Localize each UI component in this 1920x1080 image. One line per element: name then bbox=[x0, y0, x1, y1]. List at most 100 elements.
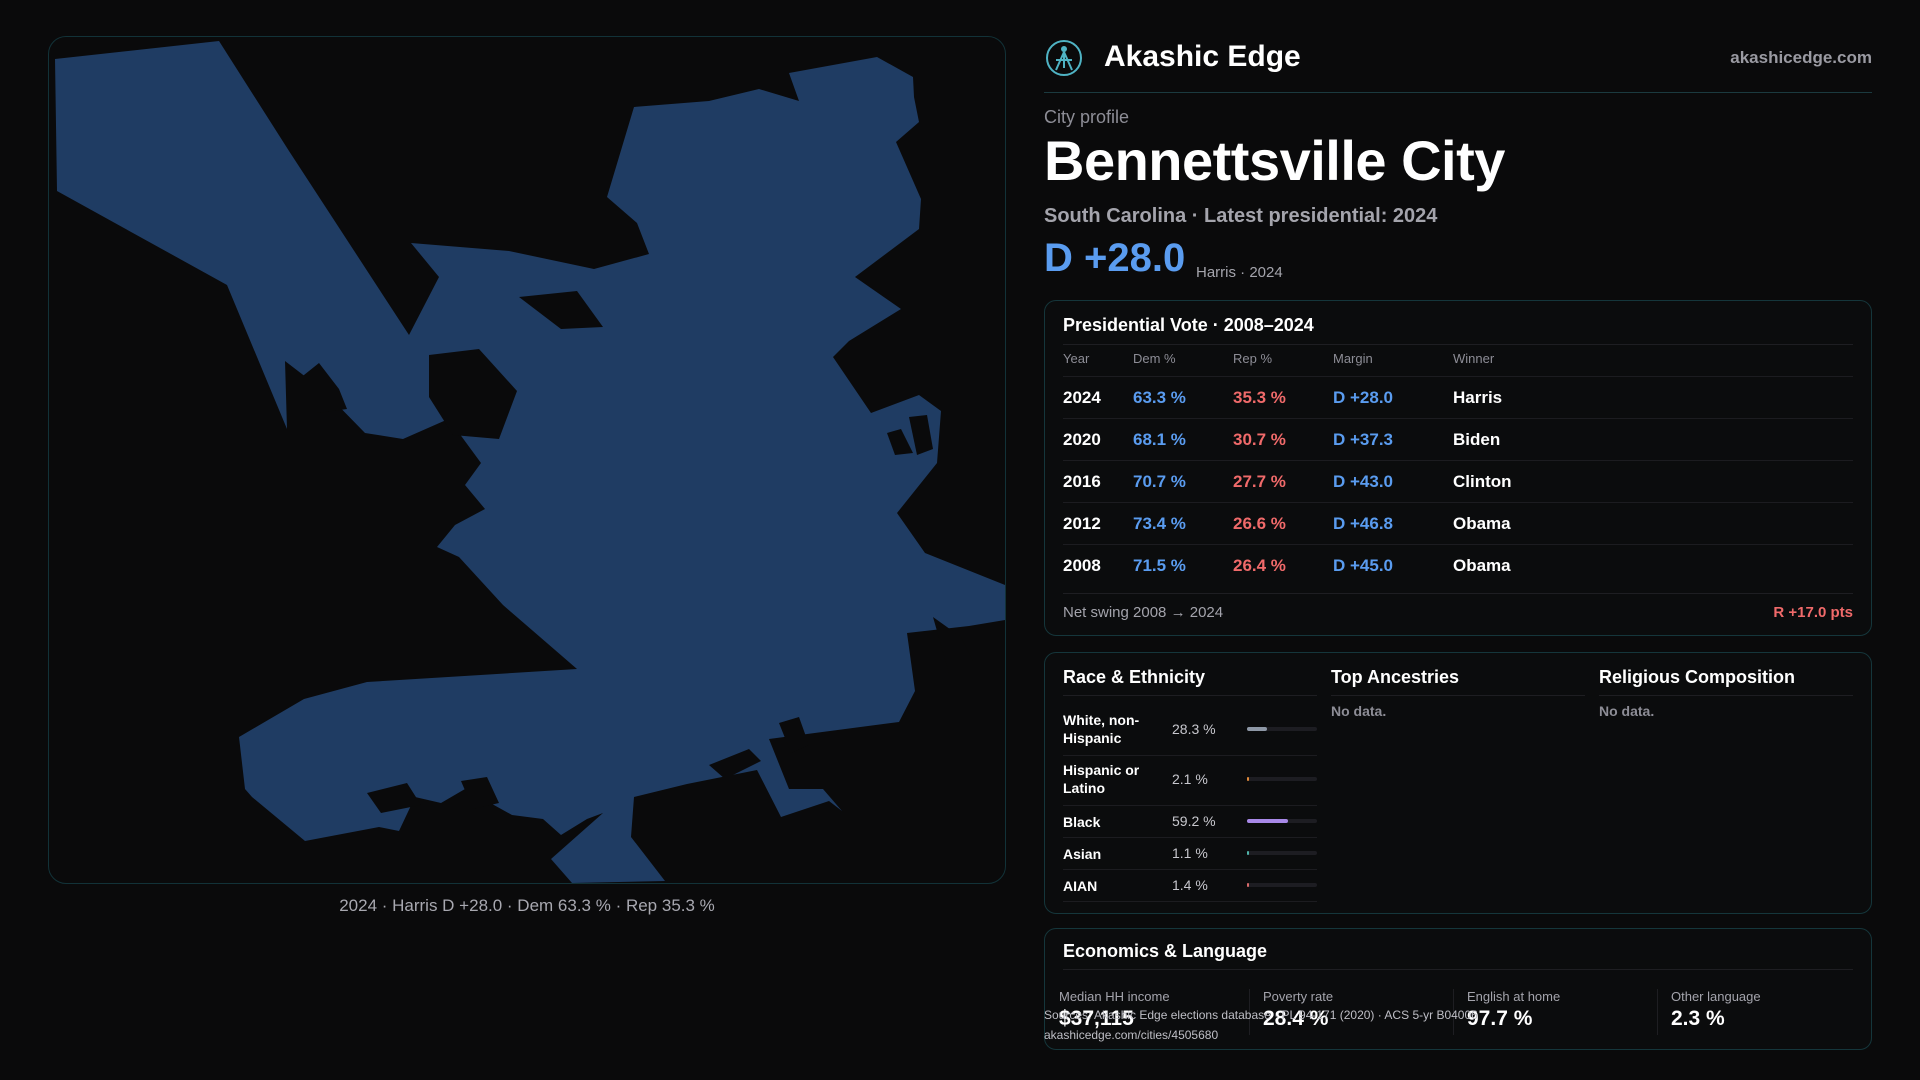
year-cell: 2008 bbox=[1063, 556, 1101, 575]
col-year-header: Year bbox=[1063, 351, 1090, 366]
table-row: 2016 70.7 % 27.7 % D +43.0 Clinton bbox=[1063, 460, 1853, 503]
akashic-logo-icon bbox=[1046, 40, 1082, 76]
race-title: Race & Ethnicity bbox=[1063, 667, 1206, 687]
stat-value: 2.3 % bbox=[1671, 1007, 1725, 1030]
map-caption: 2024 · Harris D +28.0 · Dem 63.3 % · Rep… bbox=[339, 896, 715, 915]
rep-cell: 27.7 % bbox=[1233, 472, 1286, 491]
header: Akashic Edge akashicedge.com bbox=[1044, 38, 1872, 93]
ancestries-empty: No data. bbox=[1331, 703, 1387, 719]
winner-cell: Harris bbox=[1453, 388, 1503, 407]
stat-value: 28.4 % bbox=[1263, 1007, 1329, 1030]
list-item: Asian 1.1 % bbox=[1063, 839, 1317, 870]
margin-cell: D +37.3 bbox=[1333, 430, 1394, 449]
profile-panel: Akashic Edge akashicedge.com City profil… bbox=[1044, 0, 1872, 1080]
ancestries-title: Top Ancestries bbox=[1331, 667, 1460, 687]
map-hole bbox=[299, 363, 347, 413]
religion-empty: No data. bbox=[1599, 703, 1655, 719]
city-boundary-shape[interactable] bbox=[55, 41, 1006, 883]
race-bar-fill bbox=[1247, 851, 1249, 855]
race-bar-fill bbox=[1247, 727, 1267, 731]
source-url[interactable]: akashicedge.com/cities/4505680 bbox=[1044, 1028, 1219, 1042]
rep-cell: 26.6 % bbox=[1233, 514, 1286, 533]
dem-cell: 73.4 % bbox=[1133, 514, 1186, 533]
race-bar-track bbox=[1247, 883, 1317, 887]
stat-label: English at home bbox=[1467, 989, 1561, 1004]
rep-cell: 35.3 % bbox=[1233, 388, 1286, 407]
race-name: Hispanic or Latino bbox=[1063, 762, 1140, 796]
year-cell: 2016 bbox=[1063, 472, 1101, 491]
map-hole bbox=[887, 429, 913, 455]
list-item: White, non-Hispanic 28.3 % bbox=[1063, 707, 1317, 756]
race-bar-track bbox=[1247, 819, 1317, 823]
dem-cell: 63.3 % bbox=[1133, 388, 1186, 407]
site-link[interactable]: akashicedge.com bbox=[1730, 48, 1872, 67]
margin-cell: D +46.8 bbox=[1333, 514, 1394, 533]
rep-cell: 26.4 % bbox=[1233, 556, 1286, 575]
map-hole bbox=[461, 777, 499, 809]
year-cell: 2012 bbox=[1063, 514, 1101, 533]
dem-cell: 71.5 % bbox=[1133, 556, 1186, 575]
profile-subtitle: South Carolina · Latest presidential: 20… bbox=[1044, 205, 1438, 227]
city-map-panel[interactable] bbox=[48, 36, 1006, 884]
race-name: White, non-Hispanic bbox=[1063, 712, 1140, 746]
margin-cell: D +45.0 bbox=[1333, 556, 1394, 575]
stat-label: Other language bbox=[1671, 989, 1761, 1004]
dem-cell: 68.1 % bbox=[1133, 430, 1186, 449]
race-bar-track bbox=[1247, 777, 1317, 781]
list-item: Black 59.2 % bbox=[1063, 807, 1317, 838]
race-name: Asian bbox=[1063, 846, 1102, 862]
race-name: AIAN bbox=[1063, 878, 1098, 894]
rep-cell: 30.7 % bbox=[1233, 430, 1286, 449]
map-hole bbox=[429, 349, 517, 439]
margin-cell: D +28.0 bbox=[1333, 388, 1394, 407]
winner-cell: Obama bbox=[1453, 514, 1511, 533]
list-item: AIAN 1.4 % bbox=[1063, 871, 1317, 902]
race-pct: 1.4 % bbox=[1172, 877, 1208, 893]
race-name: Black bbox=[1063, 814, 1101, 830]
vote-card-title: Presidential Vote · 2008–2024 bbox=[1063, 315, 1314, 335]
stat-label: Poverty rate bbox=[1263, 989, 1334, 1004]
winner-cell: Clinton bbox=[1453, 472, 1512, 491]
col-rep-header: Rep % bbox=[1233, 351, 1273, 366]
race-bar-track bbox=[1247, 851, 1317, 855]
list-item: Hispanic or Latino 2.1 % bbox=[1063, 757, 1317, 806]
demographics-card: Race & Ethnicity White, non-Hispanic 28.… bbox=[1044, 652, 1872, 914]
year-cell: 2024 bbox=[1063, 388, 1101, 407]
source-citation: Sources: Akashic Edge elections database… bbox=[1044, 1008, 1478, 1022]
winner-cell: Biden bbox=[1453, 430, 1501, 449]
net-swing-value: R +17.0 pts bbox=[1773, 604, 1853, 621]
city-boundary-map bbox=[55, 41, 1006, 883]
col-dem-header: Dem % bbox=[1133, 351, 1176, 366]
dem-cell: 70.7 % bbox=[1133, 472, 1186, 491]
race-pct: 28.3 % bbox=[1172, 721, 1216, 737]
table-row: 2012 73.4 % 26.6 % D +46.8 Obama bbox=[1063, 502, 1853, 545]
religion-title: Religious Composition bbox=[1599, 667, 1795, 687]
economics-title: Economics & Language bbox=[1063, 941, 1268, 961]
map-hole bbox=[519, 291, 603, 329]
race-bar-track bbox=[1247, 727, 1317, 731]
race-bar-fill bbox=[1247, 777, 1249, 781]
margin-cell: D +43.0 bbox=[1333, 472, 1394, 491]
table-row: 2024 63.3 % 35.3 % D +28.0 Harris bbox=[1063, 376, 1853, 419]
table-row: 2008 71.5 % 26.4 % D +45.0 Obama bbox=[1063, 544, 1853, 587]
source-footer: Sources: Akashic Edge elections database… bbox=[1044, 1005, 1478, 1045]
stat-label: Median HH income bbox=[1059, 989, 1170, 1004]
map-hole bbox=[779, 717, 809, 753]
net-swing-label: Net swing 2008 → 2024 bbox=[1063, 604, 1224, 621]
latest-margin: D +28.0 bbox=[1044, 236, 1186, 280]
race-bar-fill bbox=[1247, 883, 1249, 887]
presidential-vote-card: Presidential Vote · 2008–2024 Year Dem %… bbox=[1044, 300, 1872, 636]
year-cell: 2020 bbox=[1063, 430, 1101, 449]
map-hole bbox=[367, 783, 421, 813]
race-pct: 2.1 % bbox=[1172, 771, 1208, 787]
table-row: 2020 68.1 % 30.7 % D +37.3 Biden bbox=[1063, 418, 1853, 461]
col-margin-header: Margin bbox=[1333, 351, 1373, 366]
race-pct: 1.1 % bbox=[1172, 845, 1208, 861]
race-pct: 59.2 % bbox=[1172, 813, 1216, 829]
col-winner-header: Winner bbox=[1453, 351, 1495, 366]
latest-margin-note: Harris · 2024 bbox=[1196, 264, 1283, 281]
page-title: Bennettsville City bbox=[1044, 129, 1505, 192]
map-hole bbox=[909, 415, 933, 455]
winner-cell: Obama bbox=[1453, 556, 1511, 575]
race-bar-fill bbox=[1247, 819, 1289, 823]
